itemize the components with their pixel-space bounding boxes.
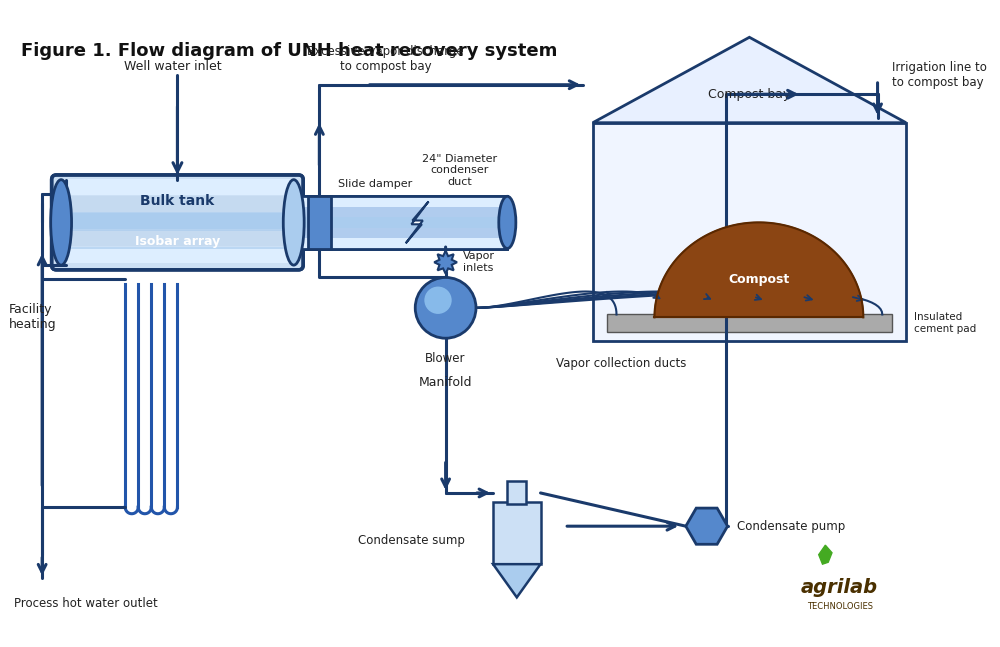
Ellipse shape [283,180,304,265]
FancyBboxPatch shape [52,175,303,270]
Bar [507,481,526,505]
Bar [291,196,507,248]
Text: Insulated
cement pad: Insulated cement pad [914,313,976,334]
Polygon shape [654,223,863,317]
Text: Vapor
inlets: Vapor inlets [463,252,495,273]
Text: Figure 1. Flow diagram of UNH heat recovery system: Figure 1. Flow diagram of UNH heat recov… [21,42,558,60]
Polygon shape [406,201,429,243]
Polygon shape [434,251,457,274]
Bar [593,123,906,341]
Bar [61,196,294,212]
Circle shape [415,278,476,338]
Text: Compost bay: Compost bay [708,88,791,101]
Bar [296,228,503,238]
Bar [296,207,503,217]
Text: Irrigation line to
to compost bay: Irrigation line to to compost bay [892,61,987,89]
Text: Blower: Blower [425,353,466,366]
Polygon shape [819,545,832,564]
Text: 24" Diameter
condenser
duct: 24" Diameter condenser duct [422,153,497,187]
Text: Facility
heating: Facility heating [9,303,57,331]
Text: TECHNOLOGIES: TECHNOLOGIES [807,602,873,611]
Text: Process hot water outlet: Process hot water outlet [14,597,157,610]
Text: Excessive vapor discharge
to compost bay: Excessive vapor discharge to compost bay [307,45,464,73]
Bar [61,230,294,246]
Text: Bulk tank: Bulk tank [140,193,215,208]
Ellipse shape [51,180,72,265]
Bar [296,238,503,248]
Text: agrilab: agrilab [801,578,878,597]
FancyBboxPatch shape [308,196,331,248]
Text: Manifold: Manifold [419,376,472,389]
Circle shape [424,287,452,314]
Text: Vapor collection ducts: Vapor collection ducts [556,357,686,370]
Text: Well water inlet: Well water inlet [124,60,221,73]
Bar [493,503,541,564]
Text: Slide damper: Slide damper [338,179,413,189]
Text: Condensate pump: Condensate pump [737,520,845,532]
Polygon shape [593,38,906,123]
Polygon shape [686,508,728,544]
Text: Isobar array: Isobar array [135,235,220,248]
Ellipse shape [499,196,516,248]
Bar [61,213,294,229]
Text: Compost: Compost [728,273,790,286]
Bar [61,247,294,263]
Bar [291,196,507,248]
Bar [296,217,503,228]
Polygon shape [493,564,541,597]
Bar [61,179,294,195]
Bar [607,314,892,331]
Text: Condensate sump: Condensate sump [358,534,465,547]
Bar [296,196,503,207]
